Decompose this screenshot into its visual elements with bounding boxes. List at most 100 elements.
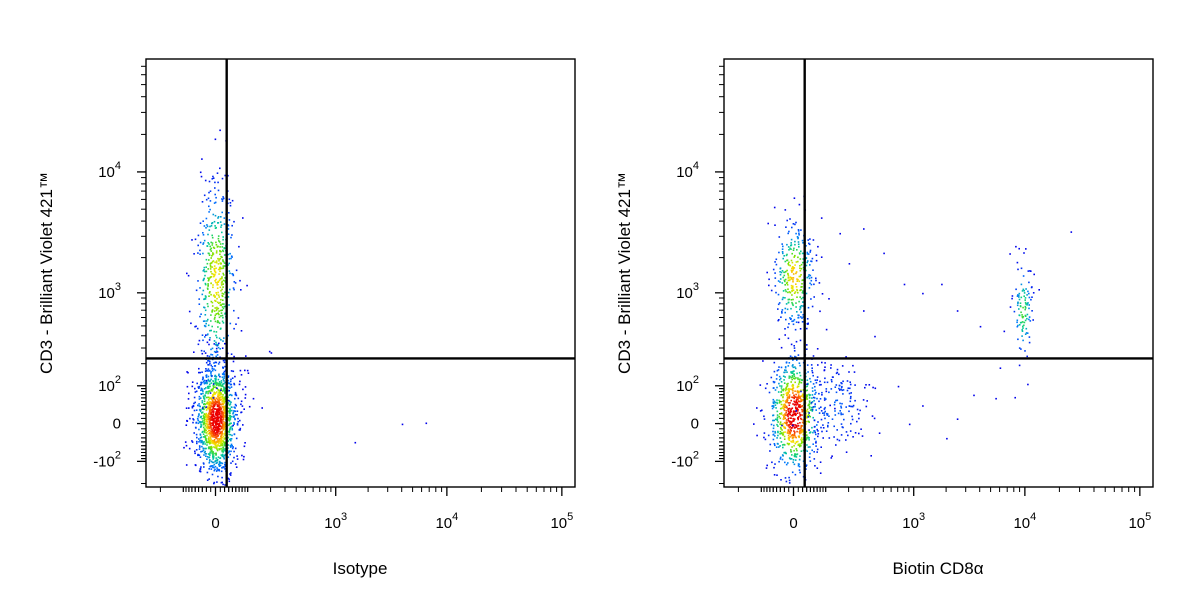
event-point	[208, 278, 210, 280]
event-point	[210, 378, 212, 381]
event-point	[825, 398, 827, 400]
event-point	[216, 344, 218, 347]
event-point	[793, 256, 795, 258]
event-point	[774, 401, 776, 404]
event-point	[205, 361, 208, 364]
event-point	[811, 371, 814, 374]
event-point	[222, 265, 225, 267]
event-point	[217, 217, 219, 219]
event-point	[787, 417, 790, 420]
event-point	[776, 437, 778, 439]
event-point	[1028, 307, 1030, 310]
event-point	[782, 290, 785, 292]
event-point	[841, 402, 843, 405]
event-point	[221, 415, 224, 418]
event-point	[811, 257, 814, 260]
event-point	[215, 341, 217, 344]
event-point	[212, 458, 214, 460]
event-point	[807, 404, 809, 407]
event-point	[219, 129, 221, 132]
event-point	[799, 275, 801, 278]
event-point	[240, 400, 243, 403]
event-point	[220, 396, 223, 398]
event-point	[223, 433, 226, 435]
event-point	[222, 272, 224, 275]
event-point	[213, 265, 216, 267]
event-point	[210, 353, 212, 356]
event-point	[818, 392, 820, 395]
event-point	[812, 396, 815, 399]
event-point	[788, 279, 791, 282]
event-point	[214, 261, 216, 264]
event-point	[354, 441, 357, 444]
event-point	[788, 426, 791, 429]
event-point	[791, 385, 793, 387]
event-point	[222, 440, 225, 442]
event-point	[792, 434, 794, 437]
event-point	[809, 409, 812, 411]
event-point	[219, 399, 222, 401]
event-point	[790, 408, 793, 410]
event-point	[809, 282, 811, 285]
event-point	[802, 296, 804, 299]
event-point	[206, 224, 208, 226]
event-point	[201, 412, 203, 414]
event-point	[219, 328, 222, 330]
event-point	[229, 417, 232, 420]
event-point	[798, 371, 801, 374]
event-point	[800, 289, 802, 291]
event-point	[227, 386, 229, 388]
event-point	[806, 385, 808, 388]
event-point	[1022, 315, 1025, 318]
event-point	[211, 266, 214, 268]
event-point	[201, 411, 204, 414]
event-point	[819, 398, 822, 400]
event-point	[1024, 297, 1027, 299]
event-point	[187, 371, 189, 374]
event-point	[233, 327, 235, 330]
x-axis-label: Isotype	[333, 559, 388, 578]
event-point	[207, 386, 209, 388]
event-point	[774, 430, 776, 433]
event-point	[230, 406, 233, 408]
event-point	[212, 433, 215, 435]
event-point	[821, 293, 824, 295]
event-point	[218, 406, 220, 408]
event-point	[202, 279, 205, 282]
event-point	[203, 415, 205, 418]
event-point	[222, 249, 224, 252]
event-point	[232, 412, 234, 415]
event-point	[205, 419, 208, 421]
event-point	[212, 432, 214, 434]
event-point	[780, 423, 782, 426]
event-point	[191, 239, 193, 241]
event-point	[792, 273, 795, 275]
event-point	[223, 456, 225, 459]
event-point	[221, 436, 223, 439]
event-point	[227, 456, 230, 458]
event-point	[205, 426, 208, 429]
event-point	[808, 242, 810, 245]
event-point	[1018, 308, 1020, 310]
event-point	[795, 410, 797, 412]
event-point	[206, 334, 209, 336]
event-point	[1038, 289, 1040, 291]
event-point	[198, 454, 201, 456]
event-point	[228, 423, 231, 426]
event-point	[245, 355, 247, 357]
event-point	[805, 431, 808, 433]
event-point	[795, 283, 797, 285]
event-point	[213, 220, 216, 223]
event-point	[196, 436, 198, 439]
event-point	[235, 404, 237, 407]
event-point	[784, 366, 787, 368]
event-point	[841, 382, 843, 385]
event-point	[216, 301, 219, 304]
event-point	[205, 387, 207, 389]
event-point	[211, 413, 214, 416]
event-point	[221, 320, 224, 323]
event-point	[238, 429, 241, 431]
event-point	[789, 436, 791, 438]
event-point	[797, 443, 800, 446]
event-point	[772, 402, 775, 405]
